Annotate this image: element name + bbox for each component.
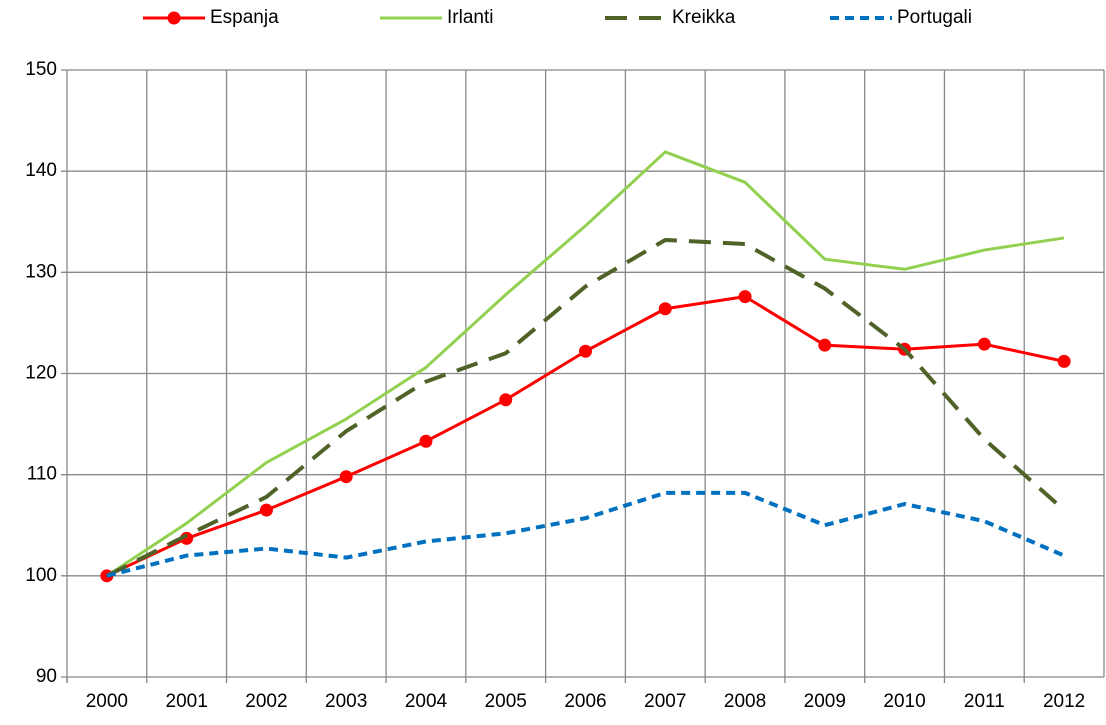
x-tick-label: 2012: [1043, 691, 1085, 712]
legend-label: Irlanti: [447, 7, 493, 28]
series-marker: [818, 338, 832, 352]
series-line: [106, 150, 1065, 578]
y-tick-label: 150: [25, 59, 57, 80]
y-tick-label: 100: [25, 565, 57, 586]
x-tick-label: 2006: [564, 691, 606, 712]
x-tick-label: 2003: [325, 691, 367, 712]
y-tick-label: 130: [25, 261, 57, 282]
x-tick-label: 2011: [964, 691, 1005, 712]
series-line: [106, 295, 1065, 578]
series-marker: [738, 290, 752, 304]
y-tick-label: 120: [25, 363, 57, 384]
legend-label: Portugali: [897, 7, 972, 28]
series-marker: [977, 337, 991, 351]
y-tick-label: 110: [27, 464, 57, 485]
legend-label: Espanja: [210, 7, 279, 28]
series-marker: [339, 470, 353, 484]
series-marker: [579, 344, 592, 358]
x-tick-label: 2007: [644, 691, 686, 712]
series-marker: [1057, 354, 1071, 368]
series-marker: [259, 503, 273, 517]
x-tick-label: 2005: [485, 691, 527, 712]
series-marker: [419, 434, 433, 448]
legend-marker: [167, 11, 181, 25]
series-line: [106, 490, 1065, 578]
x-tick-label: 2004: [405, 691, 448, 712]
series-marker: [658, 302, 672, 316]
x-tick-label: 2000: [86, 691, 128, 712]
x-tick-label: 2002: [245, 691, 287, 712]
y-tick-label: 90: [36, 666, 57, 687]
x-tick-label: 2009: [804, 691, 846, 712]
x-tick-label: 2001: [166, 691, 208, 712]
y-tick-label: 140: [25, 160, 57, 181]
series-marker: [499, 393, 513, 407]
legend-label: Kreikka: [672, 7, 736, 28]
series-line: [105, 237, 1066, 578]
x-tick-label: 2008: [724, 691, 766, 712]
x-tick-label: 2010: [883, 691, 925, 712]
